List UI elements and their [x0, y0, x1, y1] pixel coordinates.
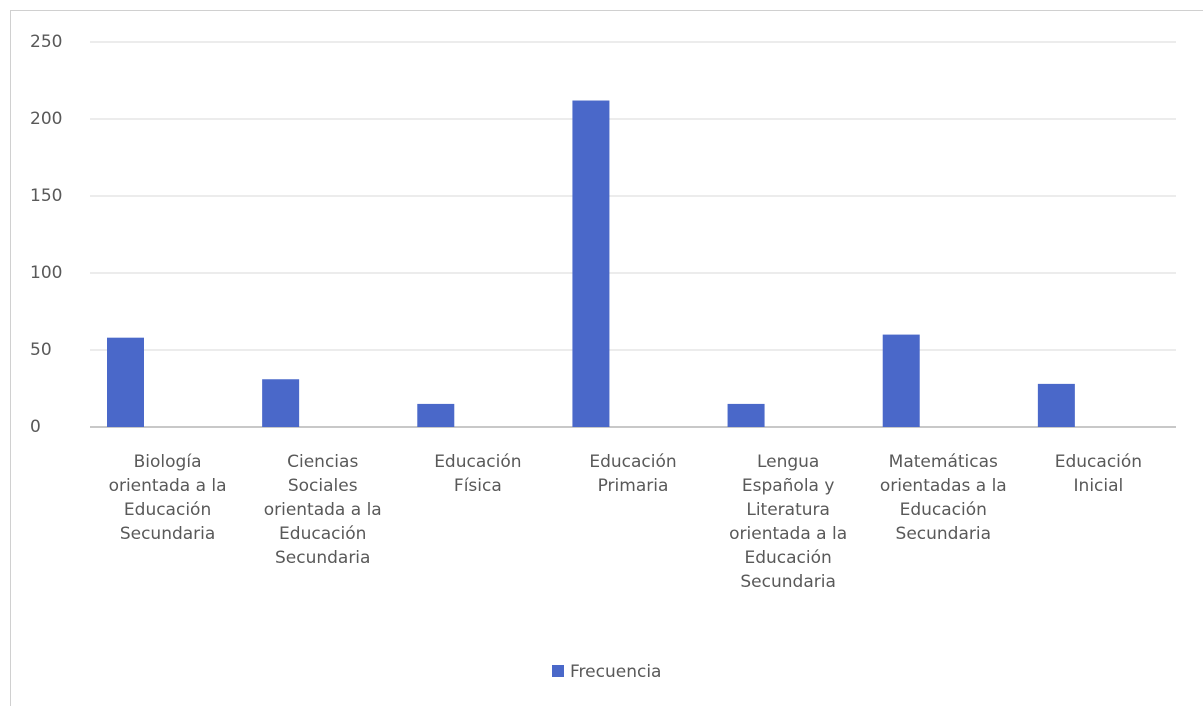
y-tick-label: 150	[30, 186, 62, 206]
y-tick-label: 200	[30, 109, 62, 129]
bar	[572, 100, 610, 428]
bar	[262, 379, 300, 427]
bar	[107, 337, 144, 427]
bar	[727, 403, 765, 427]
x-tick-label: Educación Inicial	[1055, 452, 1142, 496]
x-tick-label: Matemáticas orientadas a la Educación Secun…	[880, 452, 1007, 544]
x-tick-label: Biología orientada a la Educación Secundari…	[109, 452, 227, 544]
x-tick-label: Lengua Española y Literatura orientada a la…	[729, 452, 847, 592]
bar	[882, 334, 920, 427]
bar	[417, 403, 455, 427]
bar	[1037, 383, 1075, 427]
y-tick-label: 250	[30, 32, 62, 52]
legend-label: Frecuencia	[570, 662, 661, 682]
x-tick-label: Educación Primaria	[589, 452, 676, 496]
y-tick-label: 50	[30, 340, 52, 360]
y-tick-label: 100	[30, 263, 62, 283]
x-tick-label: Educación Física	[434, 452, 521, 496]
y-tick-label: 0	[30, 417, 41, 437]
legend-swatch	[552, 665, 564, 677]
x-tick-label: Ciencias Sociales orientada a la Educación S…	[264, 452, 382, 568]
